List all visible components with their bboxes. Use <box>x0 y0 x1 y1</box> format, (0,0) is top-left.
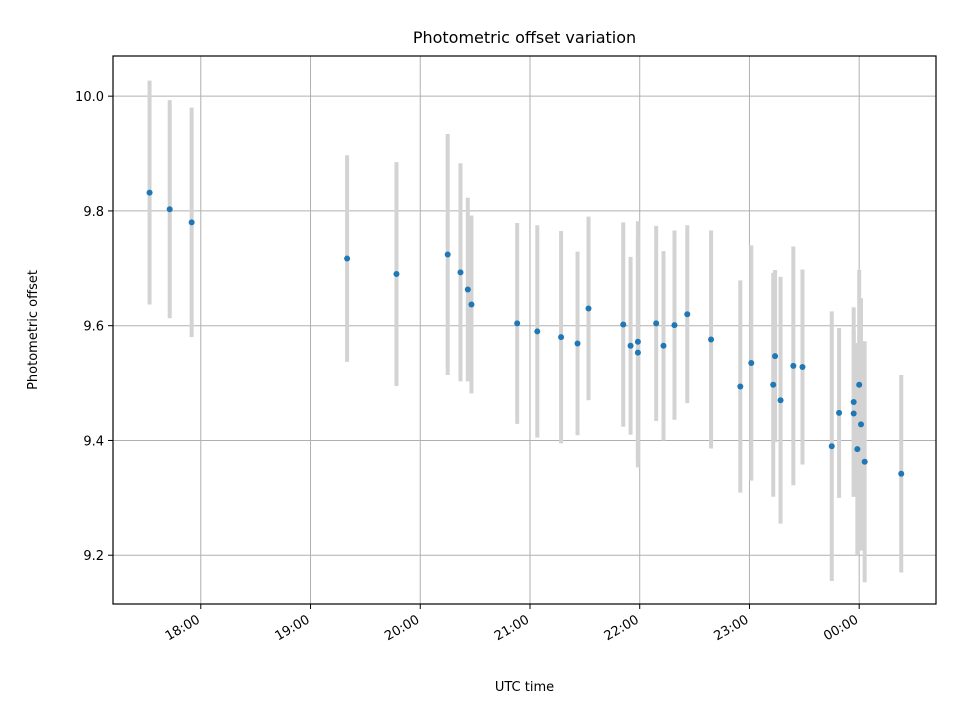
data-point <box>790 362 797 369</box>
x-tick-label: 22:00 <box>602 612 642 644</box>
data-point <box>828 443 835 450</box>
data-point <box>468 301 475 308</box>
data-point <box>660 342 667 349</box>
data-point <box>858 421 865 428</box>
data-point <box>671 322 678 329</box>
y-tick-label: 9.8 <box>83 205 104 220</box>
data-point <box>854 446 861 453</box>
data-point <box>748 359 755 366</box>
y-tick-label: 9.2 <box>83 549 104 564</box>
x-axis-ticks: 18:00 19:00 20:00 21:00 22:00 23:00 00:00 <box>163 604 861 644</box>
data-point <box>464 286 471 293</box>
y-axis-label: Photometric offset <box>26 270 41 390</box>
x-tick-label: 23:00 <box>712 612 752 644</box>
data-point <box>574 340 581 347</box>
data-point <box>634 349 641 356</box>
data-point <box>558 334 565 341</box>
y-tick-label: 9.6 <box>83 320 104 335</box>
x-tick-label: 18:00 <box>163 612 203 644</box>
data-point <box>799 364 806 371</box>
data-point <box>850 410 857 417</box>
data-point <box>457 269 464 276</box>
x-tick-label: 00:00 <box>821 612 861 644</box>
data-point <box>861 458 868 465</box>
data-point <box>737 383 744 390</box>
data-point <box>898 470 905 477</box>
x-axis-label: UTC time <box>495 680 554 695</box>
data-point <box>634 338 641 345</box>
data-point <box>770 381 777 388</box>
data-point <box>836 409 843 416</box>
y-tick-label: 9.4 <box>83 434 104 449</box>
data-points <box>146 189 905 477</box>
data-point <box>684 311 691 318</box>
data-point <box>393 271 400 278</box>
data-point <box>188 219 195 226</box>
data-point <box>777 397 784 404</box>
error-bars <box>147 80 904 583</box>
x-tick-label: 20:00 <box>382 612 422 644</box>
x-tick-label: 19:00 <box>273 612 313 644</box>
data-point <box>620 321 627 328</box>
data-point <box>653 320 660 327</box>
data-point <box>627 342 634 349</box>
data-point <box>585 305 592 312</box>
y-axis-ticks: 9.2 9.4 9.6 9.8 10.0 <box>75 90 113 564</box>
x-tick-label: 21:00 <box>492 612 532 644</box>
data-point <box>444 251 451 258</box>
data-point <box>146 189 153 196</box>
data-point <box>344 255 351 262</box>
data-point <box>708 336 715 343</box>
data-point <box>534 328 541 335</box>
data-point <box>514 320 521 327</box>
data-point <box>850 399 857 406</box>
chart-title: Photometric offset variation <box>413 28 636 47</box>
data-point <box>772 353 779 360</box>
grid <box>113 56 936 604</box>
data-point <box>166 206 173 213</box>
data-point <box>856 381 863 388</box>
plot-frame <box>112 55 937 605</box>
y-tick-label: 10.0 <box>75 90 104 105</box>
